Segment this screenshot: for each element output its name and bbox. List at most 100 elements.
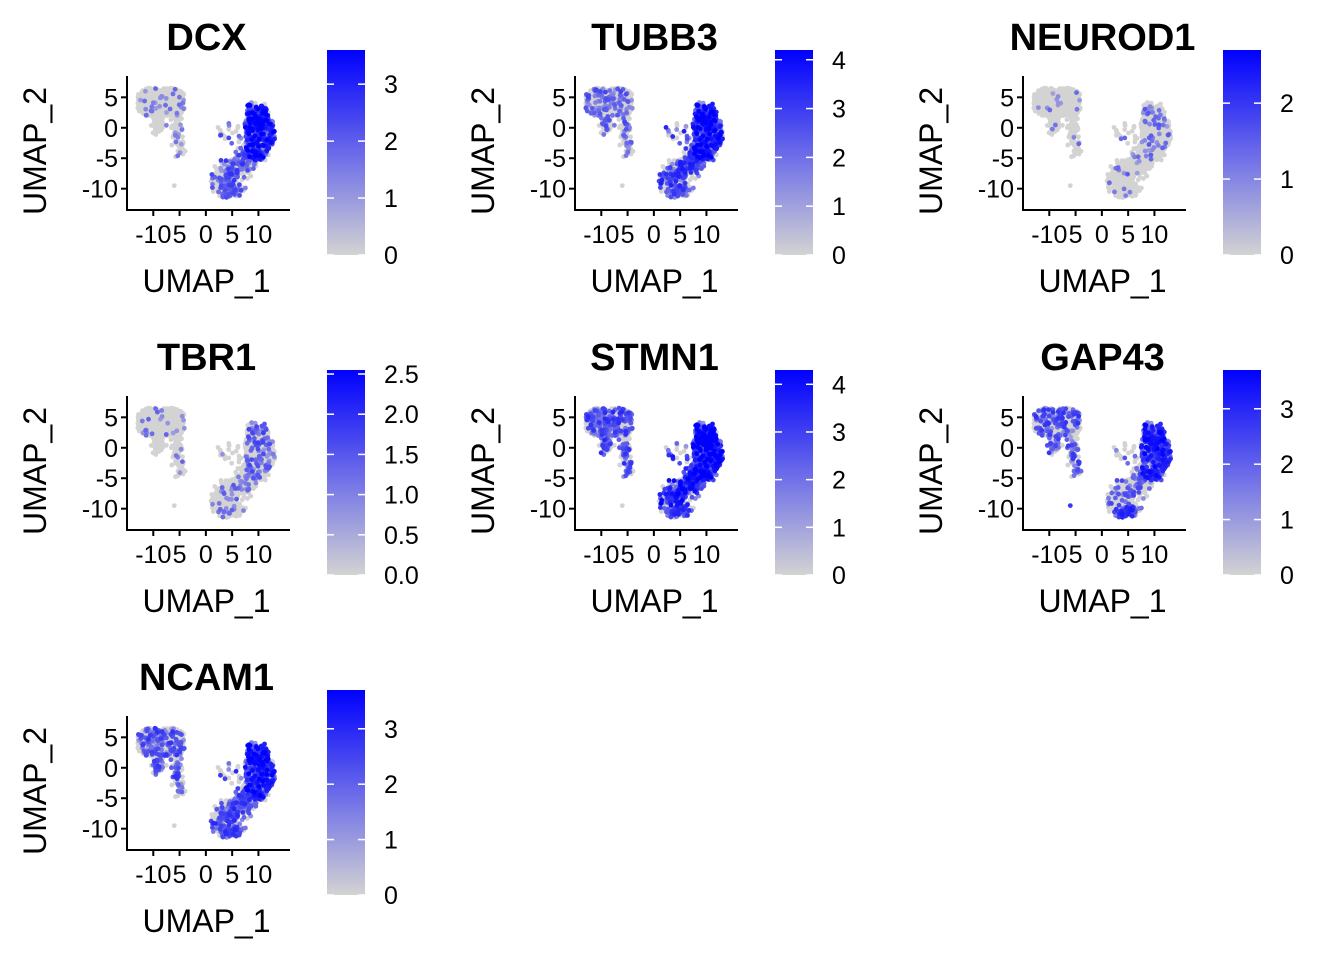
cell-point: [623, 91, 629, 97]
cell-points: [583, 85, 725, 200]
cell-point: [1067, 183, 1073, 189]
cell-point: [695, 154, 700, 160]
cell-point: [261, 142, 266, 148]
cell-point: [628, 139, 634, 145]
cell-point: [153, 86, 159, 91]
cell-point: [681, 149, 687, 155]
cell-point: [1060, 108, 1065, 114]
cell-point: [237, 193, 242, 198]
colorbar-tick-label: 1: [832, 193, 846, 221]
x-tick-label: -10: [135, 221, 171, 249]
colorbar-tick-label: 1: [384, 185, 398, 213]
cell-point: [244, 137, 250, 143]
cell-point: [1049, 122, 1054, 128]
cell-point: [706, 114, 712, 120]
cell-point: [621, 133, 627, 139]
cell-point: [157, 117, 163, 123]
cell-point: [623, 126, 629, 132]
cell-point: [214, 185, 219, 191]
cell-point: [236, 139, 242, 145]
cell-point: [687, 165, 693, 171]
cell-point: [603, 89, 608, 95]
cell-point: [222, 187, 228, 193]
cell-point: [163, 96, 169, 101]
cell-point: [149, 104, 155, 110]
cell-point: [1050, 96, 1056, 101]
colorbar-tick-label: 0: [832, 242, 846, 270]
cell-point: [226, 166, 231, 172]
cell-point: [167, 112, 173, 118]
cell-point: [150, 100, 156, 106]
colorbar: [775, 50, 813, 255]
cell-point: [251, 166, 256, 172]
cell-point: [135, 105, 141, 111]
cell-point: [1067, 93, 1073, 99]
cell-point: [226, 121, 232, 126]
cell-point: [601, 132, 607, 137]
cell-point: [169, 125, 174, 131]
cell-point: [673, 178, 679, 184]
cell-point: [180, 100, 186, 106]
cell-point: [694, 114, 699, 120]
cell-point: [168, 117, 174, 123]
cell-point: [615, 112, 620, 118]
cell-point: [670, 134, 676, 139]
panel-title: DCX: [166, 17, 247, 59]
cell-point: [712, 118, 718, 124]
cell-point: [235, 174, 240, 180]
cell-point: [662, 185, 667, 191]
cell-point: [1074, 128, 1079, 134]
cell-point: [713, 141, 718, 147]
cell-point: [682, 170, 688, 176]
cell-point: [665, 175, 670, 181]
cell-point: [240, 161, 245, 167]
cell-point: [177, 116, 183, 122]
cell-point: [621, 96, 627, 102]
y-tick-label: 0: [104, 115, 118, 143]
cell-point: [217, 175, 222, 181]
cell-point: [663, 125, 669, 130]
cell-point: [1070, 87, 1076, 93]
cell-point: [677, 162, 683, 168]
cell-point: [717, 124, 723, 129]
cell-point: [603, 123, 609, 129]
cell-point: [610, 112, 615, 118]
cell-point: [236, 133, 242, 139]
cell-point: [234, 170, 240, 176]
cell-point: [700, 133, 706, 139]
colorbar-tick-label: 0: [384, 242, 398, 270]
cell-point: [589, 106, 595, 111]
cell-point: [708, 110, 714, 116]
cell-point: [247, 103, 253, 108]
cell-point: [683, 146, 689, 151]
cell-point: [690, 124, 696, 130]
cell-point: [720, 136, 725, 142]
cell-point: [674, 135, 680, 141]
cell-point: [249, 137, 255, 143]
cell-point: [674, 123, 680, 128]
cell-point: [585, 94, 591, 100]
cell-point: [226, 175, 232, 181]
x-tick-label: 5: [173, 221, 187, 249]
x-tick-label: 0: [199, 221, 213, 249]
cell-point: [172, 86, 178, 92]
cell-point: [164, 110, 169, 115]
y-tick-label: -10: [530, 176, 566, 204]
cell-point: [173, 139, 179, 145]
cell-point: [1070, 120, 1076, 125]
panel-title: TUBB3: [591, 17, 718, 59]
cell-point: [178, 90, 183, 95]
cell-point: [238, 145, 244, 151]
x-tick-label: 5: [225, 221, 239, 249]
x-tick-label: 10: [693, 221, 721, 249]
cell-point: [253, 153, 258, 159]
cell-point: [153, 132, 159, 137]
cell-point: [628, 134, 633, 140]
cell-point: [167, 86, 173, 91]
cell-point: [246, 131, 252, 137]
cell-point: [617, 125, 622, 131]
cell-point: [176, 102, 182, 108]
y-axis-title: UMAP_2: [17, 87, 53, 215]
cell-point: [174, 110, 180, 116]
